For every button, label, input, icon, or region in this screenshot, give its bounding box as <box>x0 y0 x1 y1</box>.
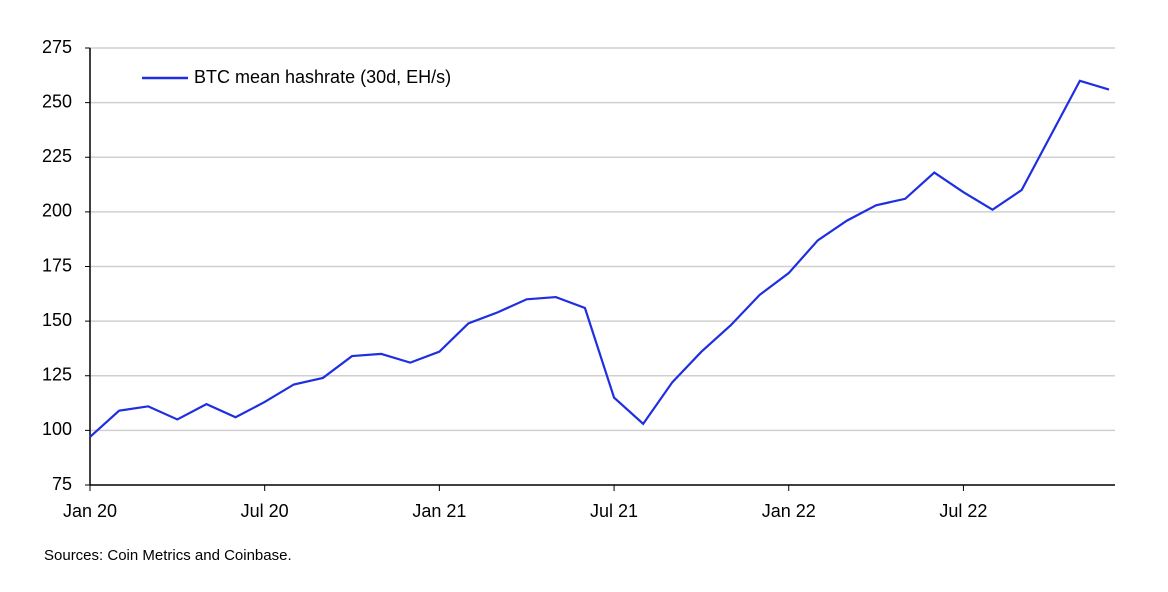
x-tick-label: Jan 22 <box>762 501 816 521</box>
legend-label: BTC mean hashrate (30d, EH/s) <box>194 67 451 87</box>
x-tick-label: Jul 22 <box>939 501 987 521</box>
y-tick-label: 150 <box>42 310 72 330</box>
x-tick-label: Jul 20 <box>241 501 289 521</box>
y-tick-label: 175 <box>42 255 72 275</box>
y-tick-label: 75 <box>52 474 72 494</box>
y-tick-label: 200 <box>42 201 72 221</box>
x-tick-label: Jan 21 <box>412 501 466 521</box>
y-tick-label: 125 <box>42 365 72 385</box>
data-line <box>89 79 1110 438</box>
y-tick-label: 250 <box>42 91 72 111</box>
y-tick-label: 275 <box>42 37 72 57</box>
y-tick-label: 225 <box>42 146 72 166</box>
x-tick-label: Jul 21 <box>590 501 638 521</box>
source-note: Sources: Coin Metrics and Coinbase. <box>44 547 292 564</box>
y-tick-label: 100 <box>42 419 72 439</box>
x-tick-label: Jan 20 <box>63 501 117 521</box>
